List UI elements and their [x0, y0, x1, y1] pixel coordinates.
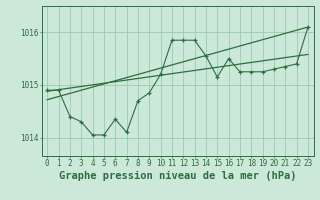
X-axis label: Graphe pression niveau de la mer (hPa): Graphe pression niveau de la mer (hPa) [59, 171, 296, 181]
